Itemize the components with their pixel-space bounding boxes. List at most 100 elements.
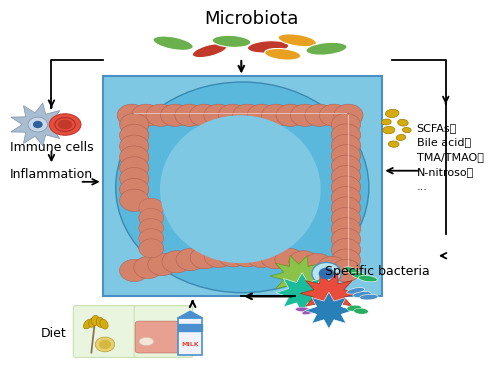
Text: Immune cells: Immune cells — [10, 141, 94, 154]
Circle shape — [120, 135, 149, 157]
Circle shape — [332, 259, 360, 282]
Text: SCFAs；
Bile acid；
TMA/TMAO；
N-nitroso；
...: SCFAs； Bile acid； TMA/TMAO； N-nitroso； .… — [416, 123, 484, 192]
Circle shape — [261, 247, 290, 269]
Circle shape — [190, 247, 220, 269]
Ellipse shape — [248, 41, 288, 53]
Ellipse shape — [100, 319, 108, 329]
Ellipse shape — [50, 114, 81, 135]
Circle shape — [332, 114, 360, 136]
Polygon shape — [178, 311, 203, 318]
Ellipse shape — [382, 119, 391, 125]
Circle shape — [139, 219, 164, 237]
Ellipse shape — [352, 272, 370, 280]
Circle shape — [247, 104, 276, 127]
Circle shape — [332, 134, 360, 157]
Circle shape — [117, 104, 146, 127]
Text: Inflammation: Inflammation — [10, 168, 93, 181]
Circle shape — [332, 186, 360, 209]
Ellipse shape — [396, 134, 406, 141]
Circle shape — [120, 157, 149, 179]
Ellipse shape — [302, 309, 315, 315]
Ellipse shape — [346, 288, 364, 294]
Ellipse shape — [358, 275, 378, 282]
Circle shape — [332, 124, 360, 146]
Polygon shape — [270, 255, 328, 297]
Circle shape — [162, 251, 191, 273]
Circle shape — [317, 256, 346, 279]
Circle shape — [232, 104, 262, 127]
Ellipse shape — [264, 49, 301, 60]
Circle shape — [190, 104, 218, 127]
Circle shape — [120, 168, 149, 190]
Circle shape — [334, 104, 363, 127]
Circle shape — [332, 228, 360, 250]
FancyBboxPatch shape — [134, 306, 192, 357]
Ellipse shape — [192, 43, 227, 58]
Circle shape — [204, 245, 234, 267]
Circle shape — [134, 256, 163, 279]
Circle shape — [28, 117, 48, 132]
Circle shape — [303, 253, 332, 276]
Circle shape — [146, 104, 176, 127]
Circle shape — [132, 104, 161, 127]
Circle shape — [318, 267, 334, 279]
Ellipse shape — [382, 127, 395, 134]
Circle shape — [218, 104, 248, 127]
Circle shape — [332, 259, 360, 282]
Circle shape — [332, 218, 360, 240]
Circle shape — [232, 245, 262, 267]
Circle shape — [120, 124, 149, 147]
Circle shape — [275, 249, 304, 270]
Ellipse shape — [386, 109, 399, 118]
Circle shape — [120, 189, 149, 211]
Circle shape — [120, 146, 149, 168]
Circle shape — [139, 209, 164, 227]
Ellipse shape — [153, 36, 193, 50]
Ellipse shape — [347, 305, 362, 311]
Circle shape — [139, 229, 164, 247]
Circle shape — [332, 207, 360, 229]
Text: Diet: Diet — [41, 327, 67, 340]
Circle shape — [120, 114, 149, 136]
Circle shape — [160, 104, 190, 127]
Ellipse shape — [99, 340, 111, 349]
Ellipse shape — [139, 337, 154, 345]
Ellipse shape — [296, 307, 309, 312]
Ellipse shape — [88, 317, 97, 327]
Text: Microbiota: Microbiota — [204, 10, 298, 28]
Ellipse shape — [92, 315, 99, 326]
FancyBboxPatch shape — [178, 318, 203, 355]
Circle shape — [332, 165, 360, 188]
Circle shape — [148, 253, 177, 276]
Circle shape — [332, 145, 360, 167]
Circle shape — [290, 104, 320, 127]
Polygon shape — [300, 273, 358, 314]
Circle shape — [305, 104, 334, 127]
Ellipse shape — [360, 294, 378, 300]
Ellipse shape — [402, 128, 411, 133]
FancyBboxPatch shape — [135, 321, 180, 353]
Ellipse shape — [398, 119, 408, 126]
Circle shape — [276, 104, 305, 127]
Circle shape — [120, 178, 149, 201]
Circle shape — [262, 104, 291, 127]
Circle shape — [120, 259, 149, 282]
Text: MILK: MILK — [182, 342, 199, 347]
Circle shape — [176, 249, 206, 270]
Ellipse shape — [96, 337, 114, 352]
Ellipse shape — [344, 267, 362, 276]
Circle shape — [218, 245, 248, 267]
Polygon shape — [305, 292, 353, 329]
Ellipse shape — [388, 141, 399, 147]
Ellipse shape — [354, 308, 368, 314]
Circle shape — [204, 104, 233, 127]
Ellipse shape — [160, 115, 320, 263]
Ellipse shape — [353, 292, 371, 298]
Ellipse shape — [306, 42, 347, 55]
Polygon shape — [11, 103, 66, 146]
Ellipse shape — [96, 317, 104, 328]
FancyBboxPatch shape — [74, 306, 136, 357]
Ellipse shape — [278, 34, 316, 47]
Circle shape — [139, 239, 164, 258]
Circle shape — [332, 249, 360, 271]
